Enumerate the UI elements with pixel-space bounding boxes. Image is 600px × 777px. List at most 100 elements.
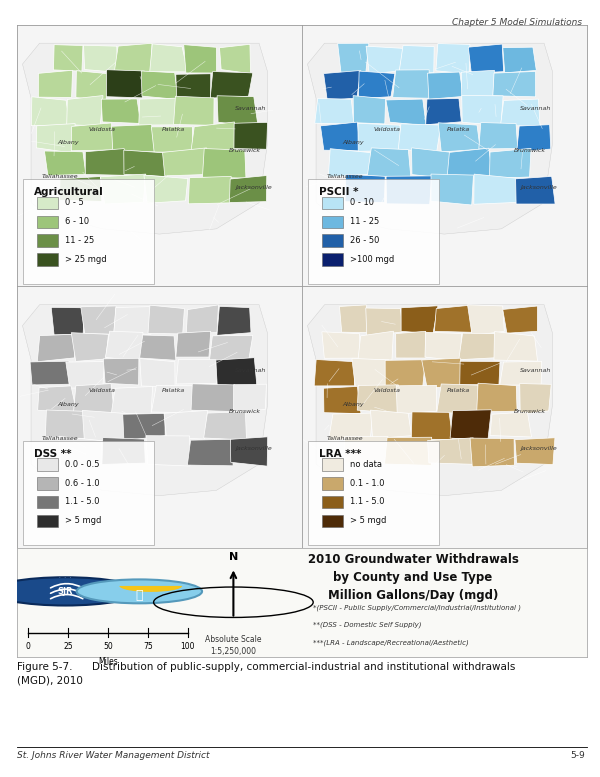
Polygon shape (71, 123, 113, 151)
Polygon shape (366, 46, 404, 74)
Text: Tallahassee: Tallahassee (326, 174, 363, 179)
Polygon shape (101, 99, 140, 124)
Text: 5-9: 5-9 (570, 751, 585, 761)
Text: Palatka: Palatka (447, 388, 470, 393)
Polygon shape (515, 176, 555, 204)
Polygon shape (479, 123, 518, 149)
Polygon shape (470, 438, 514, 467)
Polygon shape (392, 70, 429, 98)
Polygon shape (141, 71, 178, 99)
Polygon shape (83, 45, 118, 72)
Polygon shape (140, 335, 176, 361)
Text: Figure 5-7.      Distribution of public-supply, commercial-industrial and instit: Figure 5-7. Distribution of public-suppl… (17, 662, 515, 685)
Text: Palatka: Palatka (162, 127, 185, 132)
Polygon shape (315, 99, 354, 124)
Polygon shape (124, 150, 167, 176)
Polygon shape (322, 332, 360, 358)
Polygon shape (173, 96, 214, 125)
Polygon shape (503, 306, 538, 333)
Polygon shape (386, 99, 426, 126)
Bar (37, 514, 58, 528)
Polygon shape (323, 386, 361, 413)
Text: 75: 75 (143, 643, 153, 651)
Polygon shape (460, 361, 500, 385)
Polygon shape (385, 360, 425, 388)
Polygon shape (53, 44, 83, 71)
Polygon shape (358, 71, 395, 99)
Polygon shape (73, 384, 115, 413)
Polygon shape (370, 410, 412, 439)
Bar (37, 197, 58, 209)
Polygon shape (230, 437, 268, 466)
Polygon shape (146, 436, 190, 466)
Text: Brunswick: Brunswick (229, 148, 261, 153)
Polygon shape (59, 437, 103, 466)
Polygon shape (329, 413, 373, 441)
Polygon shape (436, 44, 470, 74)
Text: Tallahassee: Tallahassee (41, 436, 78, 441)
Polygon shape (426, 99, 461, 125)
Text: St. Johns River Water Management District: St. Johns River Water Management Distric… (17, 751, 209, 761)
Polygon shape (139, 98, 178, 125)
Text: Jacksonville: Jacksonville (520, 446, 557, 451)
Text: Albany: Albany (57, 140, 79, 145)
Polygon shape (396, 385, 437, 414)
Polygon shape (36, 124, 75, 153)
Polygon shape (210, 71, 253, 98)
Text: *(PSCII - Public Supply/Commercial/Industrial/Institutional ): *(PSCII - Public Supply/Commercial/Indus… (313, 605, 521, 611)
Polygon shape (112, 386, 152, 414)
Text: Tallahassee: Tallahassee (41, 174, 78, 179)
Polygon shape (187, 439, 233, 466)
Bar (37, 458, 58, 471)
Polygon shape (103, 358, 139, 385)
Polygon shape (450, 409, 491, 440)
Polygon shape (520, 384, 551, 414)
Polygon shape (229, 176, 267, 203)
Text: Jacksonville: Jacksonville (235, 446, 272, 451)
Polygon shape (76, 71, 109, 100)
Polygon shape (399, 45, 434, 73)
Text: Savannah: Savannah (520, 368, 551, 373)
Bar (37, 253, 58, 266)
Text: Savannah: Savannah (235, 106, 266, 111)
Polygon shape (500, 361, 542, 385)
Polygon shape (357, 385, 400, 413)
Text: Palatka: Palatka (162, 388, 185, 393)
Text: 11 - 25: 11 - 25 (350, 217, 380, 226)
Text: 0.6 - 1.0: 0.6 - 1.0 (65, 479, 100, 487)
Polygon shape (217, 96, 258, 127)
Polygon shape (503, 47, 536, 73)
Polygon shape (209, 336, 253, 361)
Text: 0.0 - 0.5: 0.0 - 0.5 (65, 460, 100, 469)
Text: 〜: 〜 (136, 589, 143, 602)
Polygon shape (164, 410, 208, 439)
Polygon shape (38, 386, 77, 412)
Bar (322, 253, 343, 266)
Text: 0 - 5: 0 - 5 (65, 198, 84, 207)
Text: 0 - 10: 0 - 10 (350, 198, 374, 207)
Polygon shape (163, 148, 206, 176)
Polygon shape (23, 44, 268, 234)
Bar (322, 477, 343, 490)
Polygon shape (191, 384, 235, 412)
FancyBboxPatch shape (23, 441, 154, 545)
Polygon shape (438, 123, 480, 152)
Polygon shape (203, 412, 247, 440)
Polygon shape (101, 174, 146, 204)
Polygon shape (46, 410, 86, 438)
Bar (37, 477, 58, 490)
Polygon shape (344, 437, 388, 464)
Polygon shape (114, 44, 152, 73)
Polygon shape (493, 71, 536, 97)
Text: Brunswick: Brunswick (514, 148, 546, 153)
Text: Tallahassee: Tallahassee (326, 436, 363, 441)
Text: 1.1 - 5.0: 1.1 - 5.0 (350, 497, 385, 507)
Polygon shape (338, 44, 369, 74)
Text: 26 - 50: 26 - 50 (350, 236, 380, 245)
Polygon shape (428, 72, 463, 99)
Polygon shape (23, 305, 268, 496)
Circle shape (0, 577, 139, 605)
Polygon shape (38, 70, 73, 97)
Text: Brunswick: Brunswick (229, 409, 261, 414)
Polygon shape (216, 357, 257, 388)
